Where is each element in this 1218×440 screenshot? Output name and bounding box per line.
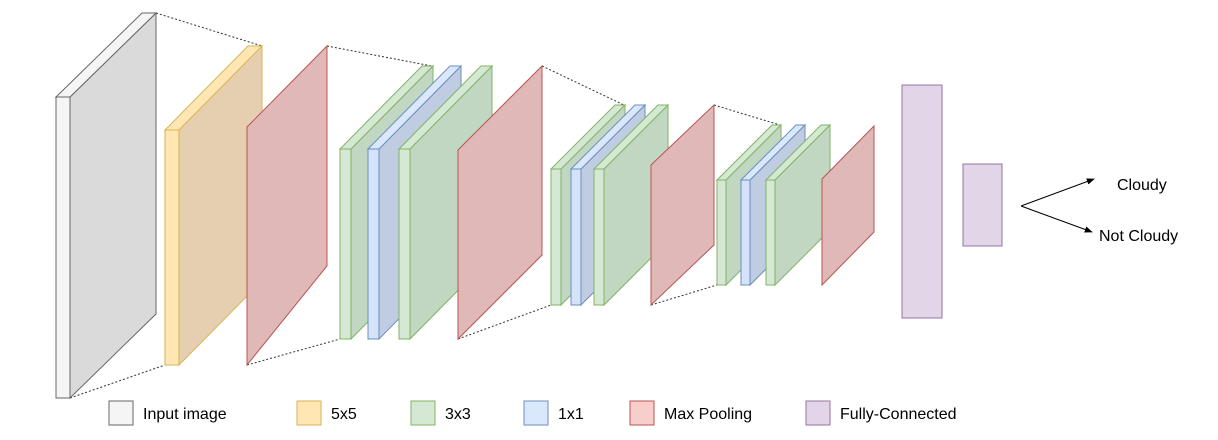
legend-swatch-5x5 [296,400,322,426]
max-pooling-layer-4 [821,124,875,287]
output-classes: Cloudy Not Cloudy [1020,177,1178,245]
max-pooling-layer-1 [246,44,328,367]
legend-label-1x1: 1x1 [558,406,584,423]
legend-swatch-input-image [108,400,134,426]
output-label-cloudy: Cloudy [1117,177,1167,194]
arrow-to-not-cloudy [1020,205,1093,233]
conv-3x3-layer-3b-front-face [765,179,776,286]
legend-label-max-pooling: Max Pooling [664,406,752,423]
conv-3x3-layer-2b-front-face [593,168,605,306]
projection-line-2-bottom [246,338,341,366]
legend-item-max-pooling: Max Pooling [629,400,752,426]
projection-lines [69,12,781,399]
output-label-not-cloudy: Not Cloudy [1099,228,1178,245]
projection-line-2-top [326,45,433,67]
max-pooling-layer-3 [650,103,715,307]
legend-item-3x3: 3x3 [410,400,471,426]
conv-3x3-layer-2b [592,103,670,307]
conv-1x1-layer-3-front-face [740,179,751,286]
arrow-to-cloudy [1020,178,1095,207]
conv-1x1-layer-2-front-face [570,168,582,306]
legend-label-fully-connected: Fully-Connected [840,406,957,423]
legend-item-input-image: Input image [108,400,227,426]
conv-1x1-layer-1-front-face [367,148,380,340]
legend-label-5x5: 5x5 [331,406,357,423]
conv-3x3-layer-3a-front-face [716,179,727,286]
conv-3x3-layer-2a-front-face [550,168,562,306]
legend-swatch-fully-connected [805,400,831,426]
legend-swatch-max-pooling [629,400,655,426]
input-image-layer-front-face [55,96,71,399]
projection-line-4-bottom [650,284,718,306]
legend: Input image 5x5 3x3 1x1 Max Pooling Fully-Con… [108,400,957,426]
max-pooling-layer-2 [457,64,543,341]
conv-3x3-layer-3b [764,123,832,287]
legend-swatch-1x1 [523,400,549,426]
network-layers [54,11,1003,400]
projection-line-3-top [541,65,625,106]
legend-item-fully-connected: Fully-Connected [805,400,957,426]
projection-line-4-top [713,104,781,126]
input-image-layer [54,11,158,400]
legend-label-3x3: 3x3 [445,406,471,423]
legend-label-input-image: Input image [143,406,227,423]
conv-3x3-layer-1a-front-face [339,148,352,340]
projection-line-3-bottom [457,304,552,340]
fully-connected-layer-2 [962,163,1003,247]
legend-item-1x1: 1x1 [523,400,584,426]
legend-swatch-3x3 [410,400,436,426]
projection-line-1-bottom [69,364,166,399]
legend-item-5x5: 5x5 [296,400,357,426]
conv-3x3-layer-1b-front-face [398,148,411,340]
conv-5x5-layer-front-face [164,129,180,366]
projection-line-1-top [155,12,263,47]
fully-connected-layer-1 [901,84,943,319]
